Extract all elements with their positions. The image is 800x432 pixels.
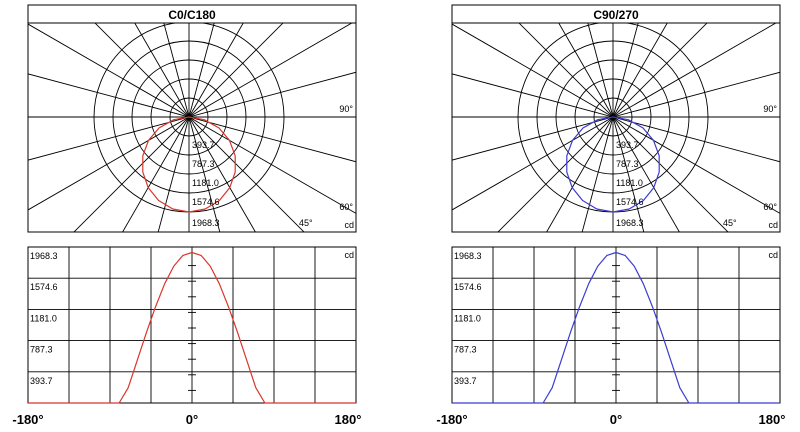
polar-title: C0/C180 [168, 8, 216, 22]
line-x-label-max: 180° [759, 412, 786, 427]
polar-angle-label-90: 90° [763, 104, 777, 114]
polar-radial-label: 787.3 [616, 159, 639, 169]
line-y-label: 393.7 [30, 376, 53, 386]
line-chart-2: 1968.3 1574.6 1181.0 787.3 393.7 cd -180° 0° 180… [436, 246, 786, 427]
polar-intensity-curve [142, 116, 236, 213]
polar-radial-label: 1181.0 [616, 178, 643, 188]
polar-angle-label-60: 60° [763, 202, 777, 212]
polar-radial-label: 1968.3 [192, 218, 220, 228]
line-y-label: 787.3 [454, 345, 477, 355]
line-x-label-min: -180° [436, 412, 467, 427]
line-y-label: 1181.0 [454, 313, 481, 323]
polar-unit-label: cd [344, 220, 354, 230]
line-y-label: 787.3 [30, 345, 53, 355]
line-y-label: 1574.6 [454, 282, 482, 292]
line-chart-1: 1968.3 1574.6 1181.0 787.3 393.7 cd -180° 0° 180… [12, 246, 362, 427]
line-x-label-max: 180° [335, 412, 362, 427]
line-unit-label: cd [768, 250, 778, 260]
line-x-label-zero: 0° [610, 412, 622, 427]
line-x-label-zero: 0° [186, 412, 198, 427]
line-y-label: 1968.3 [30, 251, 58, 261]
polar-angle-label-90: 90° [339, 104, 353, 114]
polar-chart-2: C90/270 393.7 787.3 1181.0 1574.6 1968.3 90° 60… [451, 4, 781, 233]
polar-angle-label-45: 45° [723, 218, 737, 228]
line-y-label: 393.7 [454, 376, 477, 386]
polar-unit-label: cd [768, 220, 778, 230]
polar-angle-label-60: 60° [339, 202, 353, 212]
line-intensity-curve [452, 251, 780, 404]
polar-radial-label: 1968.3 [616, 218, 644, 228]
polar-chart-1: C0/C180 393.7 787.3 1181.0 1574.6 1968.3 90° 60… [27, 4, 357, 233]
polar-title: C90/270 [593, 8, 639, 22]
line-x-label-min: -180° [12, 412, 43, 427]
polar-radial-label: 393.7 [616, 140, 639, 150]
line-y-label: 1574.6 [30, 282, 58, 292]
polar-radial-label: 1574.6 [192, 197, 220, 207]
polar-radial-label: 393.7 [192, 140, 215, 150]
polar-radial-label: 1181.0 [192, 178, 219, 188]
line-y-label: 1181.0 [30, 313, 57, 323]
polar-radial-label: 787.3 [192, 159, 215, 169]
line-intensity-curve [28, 251, 356, 404]
polar-radial-label: 1574.6 [616, 197, 644, 207]
polar-angle-label-45: 45° [299, 218, 313, 228]
line-y-label: 1968.3 [454, 251, 482, 261]
polar-intensity-curve [566, 116, 660, 213]
line-unit-label: cd [344, 250, 354, 260]
